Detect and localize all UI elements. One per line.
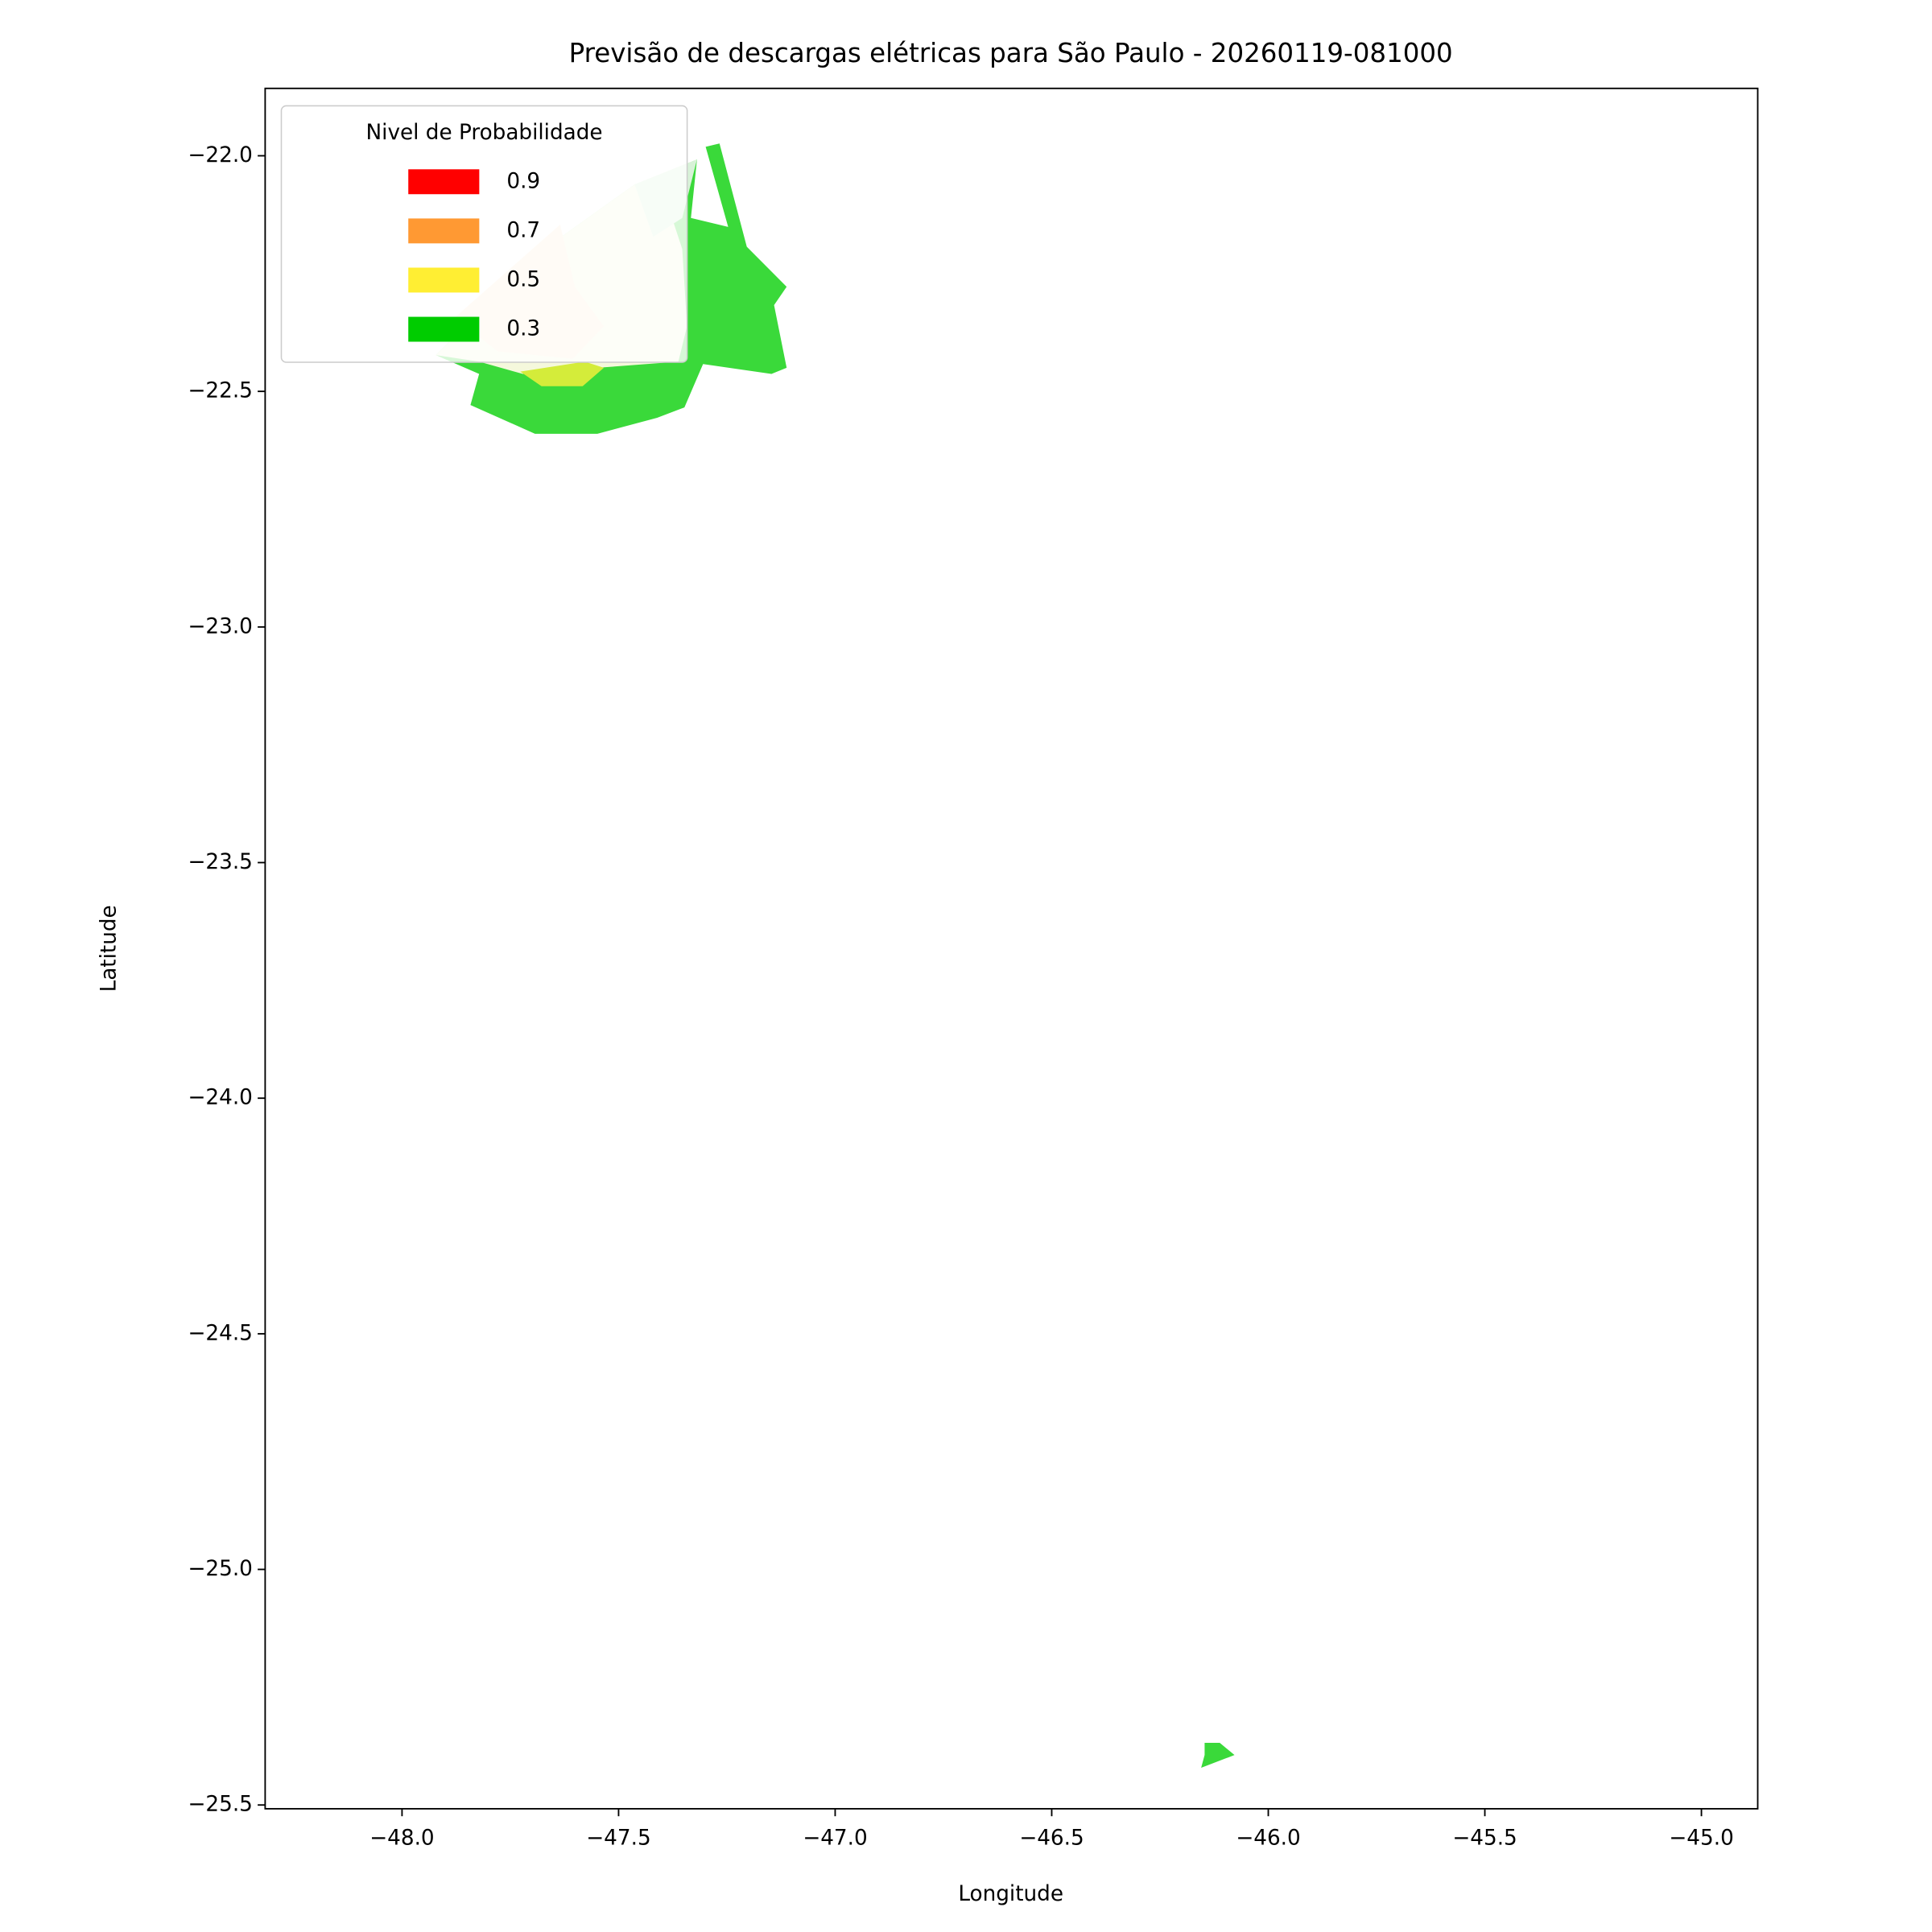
y-tick-label: −23.5 — [188, 850, 252, 874]
x-tick-label: −45.0 — [1669, 1827, 1733, 1851]
legend-label: 0.5 — [506, 267, 540, 291]
legend-swatch — [408, 267, 480, 293]
x-tick-label: −46.0 — [1236, 1827, 1301, 1851]
y-tick-label: −22.5 — [188, 379, 252, 403]
x-tick-label: −47.5 — [586, 1827, 651, 1851]
legend-swatch — [408, 218, 480, 244]
contour-region — [520, 361, 605, 386]
legend-box — [280, 105, 688, 363]
axes-frame — [264, 87, 1759, 1810]
legend-label: 0.3 — [506, 317, 540, 341]
y-tick-label: −25.5 — [188, 1793, 252, 1817]
y-axis-label: Latitude — [97, 905, 122, 992]
x-tick-label: −47.0 — [803, 1827, 868, 1851]
x-tick-label: −46.5 — [1019, 1827, 1084, 1851]
legend-label: 0.9 — [506, 169, 540, 193]
chart-title: Previsão de descargas elétricas para São… — [569, 38, 1453, 68]
legend-label: 0.7 — [506, 218, 540, 242]
legend-swatch — [408, 316, 480, 342]
x-tick-label: −48.0 — [369, 1827, 435, 1851]
x-tick-label: −45.5 — [1452, 1827, 1517, 1851]
legend-title: Nivel de Probabilidade — [366, 121, 603, 145]
y-tick-label: −24.0 — [188, 1086, 252, 1110]
y-tick-label: −23.0 — [188, 614, 252, 638]
legend-swatch — [408, 169, 480, 195]
contour-region — [1201, 1742, 1235, 1768]
y-tick-label: −24.5 — [188, 1321, 252, 1345]
x-axis-label: Longitude — [958, 1882, 1063, 1906]
y-tick-label: −25.0 — [188, 1557, 252, 1581]
y-tick-label: −22.0 — [188, 143, 252, 167]
